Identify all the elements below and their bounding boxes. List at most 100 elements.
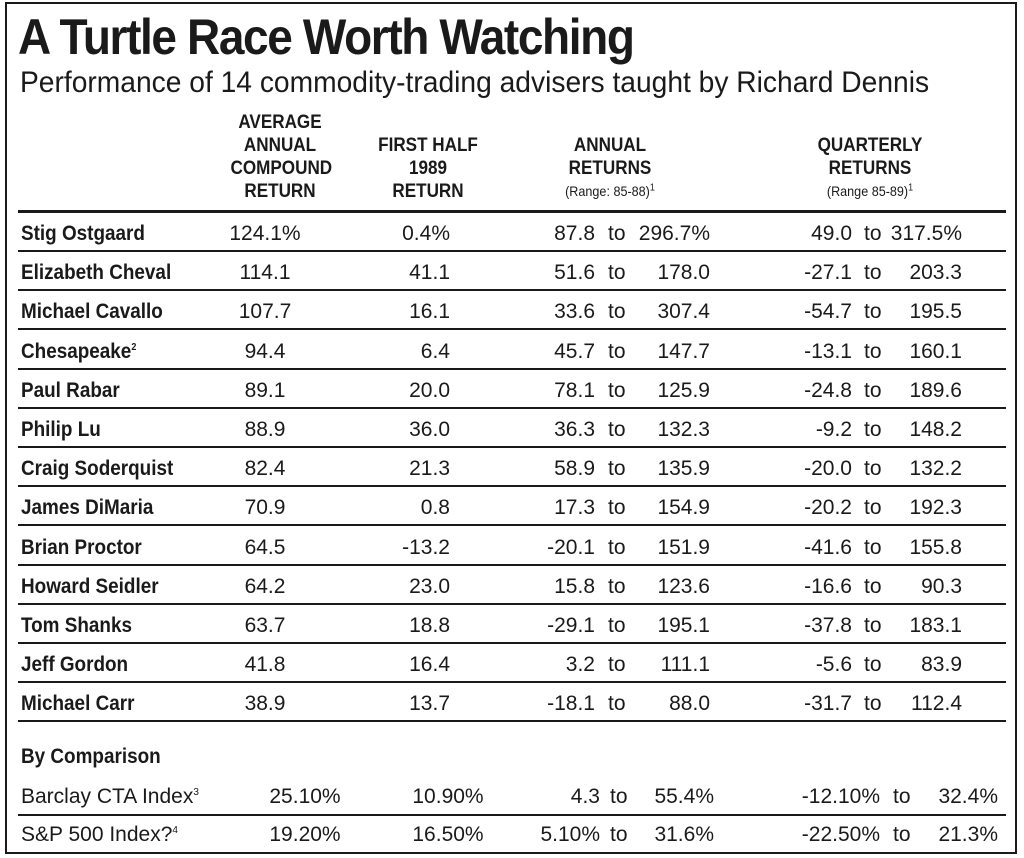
- header-line: AVERAGE: [238, 112, 322, 133]
- range-word: to: [610, 823, 628, 846]
- quarterly-return-high: 132.2: [909, 457, 962, 480]
- annual-return-low: 15.8: [554, 575, 595, 598]
- average-compound-return: 114.1: [239, 261, 291, 284]
- range-word: to: [864, 222, 882, 245]
- quarterly-return-low: -9.2: [815, 418, 852, 441]
- quarterly-return-high: 203.3: [909, 261, 962, 284]
- adviser-name-text: Michael Cavallo: [21, 300, 163, 323]
- quarterly-return-high: 155.8: [909, 536, 962, 559]
- header-line: FIRST HALF: [378, 135, 478, 156]
- quarterly-return-low: 49.0: [811, 222, 852, 245]
- quarterly-return-high: 189.6: [909, 379, 962, 402]
- range-word: to: [864, 536, 882, 559]
- quarterly-return-high: 32.4%: [938, 785, 998, 808]
- range-word: to: [608, 340, 626, 363]
- comparison-heading: By Comparison: [21, 745, 161, 768]
- index-name-text: S&P 500 Index?: [21, 823, 173, 846]
- average-compound-return: 124.1%: [229, 222, 301, 245]
- header-line: COMPOUND: [230, 158, 333, 179]
- annual-return-high: 178.0: [657, 261, 710, 284]
- range-word: to: [608, 575, 626, 598]
- annual-return-low: 36.3: [554, 418, 595, 441]
- row-divider: [18, 328, 1006, 330]
- row-divider: [18, 368, 1006, 370]
- adviser-name: Jeff Gordon: [21, 653, 128, 677]
- annual-return-high: 31.6%: [654, 823, 714, 846]
- quarterly-return-high: 317.5%: [890, 222, 962, 245]
- range-word: to: [864, 575, 882, 598]
- range-word: to: [608, 300, 626, 323]
- adviser-name: Philip Lu: [21, 418, 101, 442]
- table-row: Tom Shanks 63.7 18.8 -29.1 to 195.1 -37.8 to 183…: [0, 605, 1012, 643]
- first-half-1989-return: 21.3: [409, 457, 450, 480]
- first-half-1989-return: 13.7: [409, 692, 450, 715]
- range-word: to: [608, 692, 626, 715]
- footnote-marker: 2: [131, 342, 137, 353]
- table-row: Philip Lu 88.9 36.0 36.3 to 132.3 -9.2 to 148.2: [0, 409, 1012, 447]
- first-half-1989-return: 36.0: [409, 418, 450, 441]
- footnote-marker: 3: [193, 787, 199, 798]
- row-divider: [18, 642, 1006, 644]
- adviser-name-text: Michael Carr: [21, 692, 135, 715]
- footnote-marker: 1: [908, 182, 914, 194]
- table-row: Michael Carr 38.9 13.7 -18.1 to 88.0 -31.7 to 11…: [0, 683, 1012, 721]
- average-compound-return: 64.5: [244, 536, 286, 559]
- footnote-marker: 4: [172, 825, 178, 836]
- quarterly-return-high: 195.5: [909, 300, 962, 323]
- annual-return-high: 147.7: [657, 340, 710, 363]
- quarterly-return-low: -31.7: [804, 692, 852, 715]
- adviser-name: Brian Proctor: [21, 536, 142, 560]
- quarterly-return-low: -5.6: [815, 653, 852, 676]
- table-row: Paul Rabar 89.1 20.0 78.1 to 125.9 -24.8 to 189.…: [0, 370, 1012, 408]
- quarterly-return-high: 83.9: [921, 653, 962, 676]
- header-note: (Range 85-89)1: [807, 180, 933, 202]
- annual-return-high: 125.9: [657, 379, 710, 402]
- row-divider: [18, 564, 1006, 566]
- header-annual-returns: ANNUAL RETURNS (Range: 85-88)1: [552, 134, 669, 202]
- page-title: A Turtle Race Worth Watching: [18, 9, 635, 65]
- range-word: to: [608, 222, 626, 245]
- average-compound-return: 38.9: [244, 692, 286, 715]
- average-compound-return: 94.4: [244, 340, 286, 363]
- page-subtitle: Performance of 14 commodity-trading advi…: [20, 66, 930, 99]
- table-row: Brian Proctor 64.5 -13.2 -20.1 to 151.9 -41.6 t…: [0, 527, 1012, 565]
- range-word: to: [864, 653, 882, 676]
- adviser-name-text: Tom Shanks: [21, 614, 132, 637]
- header-line: RETURNS: [568, 158, 652, 179]
- quarterly-return-low: -12.10%: [801, 785, 880, 808]
- quarterly-return-low: -54.7: [804, 300, 852, 323]
- first-half-1989-return: 6.4: [420, 340, 450, 363]
- average-compound-return: 64.2: [244, 575, 286, 598]
- range-word: to: [893, 785, 911, 808]
- range-word: to: [608, 536, 626, 559]
- first-half-1989-return: -13.2: [402, 536, 450, 559]
- range-word: to: [608, 379, 626, 402]
- quarterly-return-low: -13.1: [804, 340, 852, 363]
- adviser-name-text: James DiMaria: [21, 496, 154, 519]
- quarterly-return-high: 90.3: [921, 575, 962, 598]
- annual-return-high: 123.6: [657, 575, 710, 598]
- header-line: ANNUAL: [573, 135, 647, 156]
- average-compound-return: 107.7: [238, 300, 292, 323]
- adviser-name: Howard Seidler: [21, 575, 159, 599]
- row-divider: [18, 603, 1006, 605]
- first-half-1989-return: 16.50%: [412, 823, 484, 846]
- quarterly-return-low: -20.0: [804, 457, 852, 480]
- average-compound-return: 82.4: [244, 457, 286, 480]
- adviser-name: James DiMaria: [21, 496, 153, 520]
- adviser-name-text: Elizabeth Cheval: [21, 261, 172, 284]
- annual-return-low: -18.1: [547, 692, 595, 715]
- annual-return-low: 4.3: [570, 785, 600, 808]
- annual-return-high: 151.9: [657, 536, 710, 559]
- row-divider: [18, 720, 1006, 722]
- adviser-name: Paul Rabar: [21, 379, 120, 403]
- row-divider: [18, 446, 1006, 448]
- average-compound-return: 19.20%: [269, 823, 341, 846]
- range-word: to: [864, 457, 882, 480]
- adviser-name: Elizabeth Cheval: [21, 261, 171, 285]
- annual-return-high: 88.0: [669, 692, 710, 715]
- annual-return-low: -29.1: [547, 614, 595, 637]
- adviser-name: Chesapeake2: [21, 340, 136, 364]
- table-row: James DiMaria 70.9 0.8 17.3 to 154.9 -20.2 to 19…: [0, 487, 1012, 525]
- first-half-1989-return: 0.8: [420, 496, 450, 519]
